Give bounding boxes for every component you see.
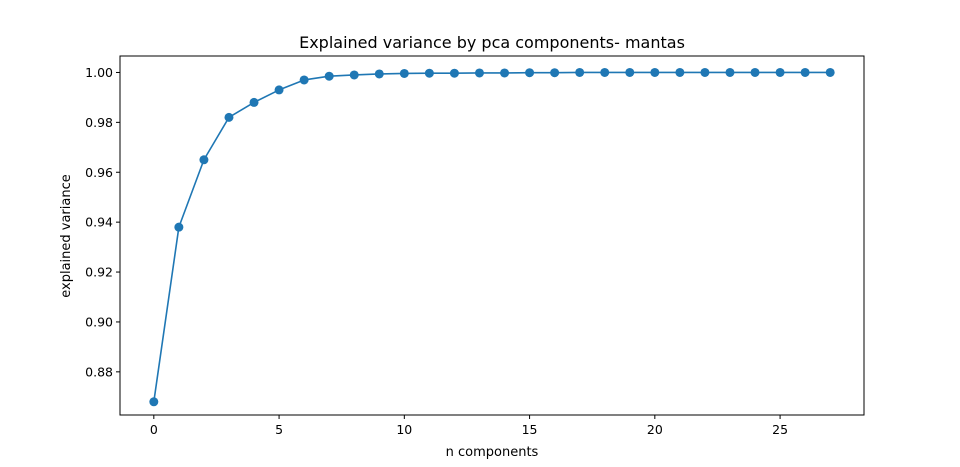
- data-point: [224, 112, 234, 122]
- x-tick-label: 15: [522, 422, 538, 437]
- data-point: [725, 67, 735, 77]
- data-point: [199, 155, 209, 165]
- data-point: [324, 71, 334, 81]
- data-point: [500, 68, 510, 78]
- data-point: [474, 68, 484, 78]
- x-axis: 0 5 10 15 20 25: [150, 415, 788, 437]
- x-axis-label: n components: [446, 445, 539, 460]
- data-point: [349, 70, 359, 80]
- x-tick-label: 25: [772, 422, 788, 437]
- y-axis-label: explained variance: [59, 174, 74, 298]
- series-line: [153, 71, 831, 402]
- x-tick-label: 20: [647, 422, 663, 437]
- data-point: [575, 67, 585, 77]
- data-point: [675, 67, 685, 77]
- data-point: [399, 68, 409, 78]
- data-point: [700, 67, 710, 77]
- data-point: [525, 68, 535, 78]
- plot-area: [149, 67, 835, 407]
- data-point: [174, 222, 184, 232]
- data-point: [149, 397, 159, 407]
- chart-title: Explained variance by pca components- ma…: [299, 33, 685, 52]
- y-tick-label: 0.94: [85, 215, 113, 230]
- data-point: [374, 69, 384, 79]
- x-tick-label: 10: [396, 422, 412, 437]
- y-tick-label: 0.96: [85, 165, 113, 180]
- data-point: [800, 67, 810, 77]
- data-point: [449, 68, 459, 78]
- x-tick-label: 5: [275, 422, 283, 437]
- data-point: [625, 67, 635, 77]
- data-point: [424, 68, 434, 78]
- y-tick-label: 0.92: [85, 265, 113, 280]
- data-point: [299, 75, 309, 85]
- data-point: [750, 67, 760, 77]
- x-tick-label: 0: [150, 422, 158, 437]
- data-point: [274, 85, 284, 95]
- y-tick-label: 0.88: [85, 364, 113, 379]
- axes-frame: [119, 55, 865, 416]
- data-point: [249, 97, 259, 107]
- y-axis: 0.88 0.90 0.92 0.94 0.96 0.98 1.00: [85, 65, 120, 379]
- data-point: [600, 67, 610, 77]
- data-point: [825, 67, 835, 77]
- data-point: [775, 67, 785, 77]
- data-point: [550, 68, 560, 78]
- data-point: [650, 67, 660, 77]
- y-tick-label: 0.90: [85, 314, 113, 329]
- y-tick-label: 0.98: [85, 115, 113, 130]
- y-tick-label: 1.00: [85, 65, 113, 80]
